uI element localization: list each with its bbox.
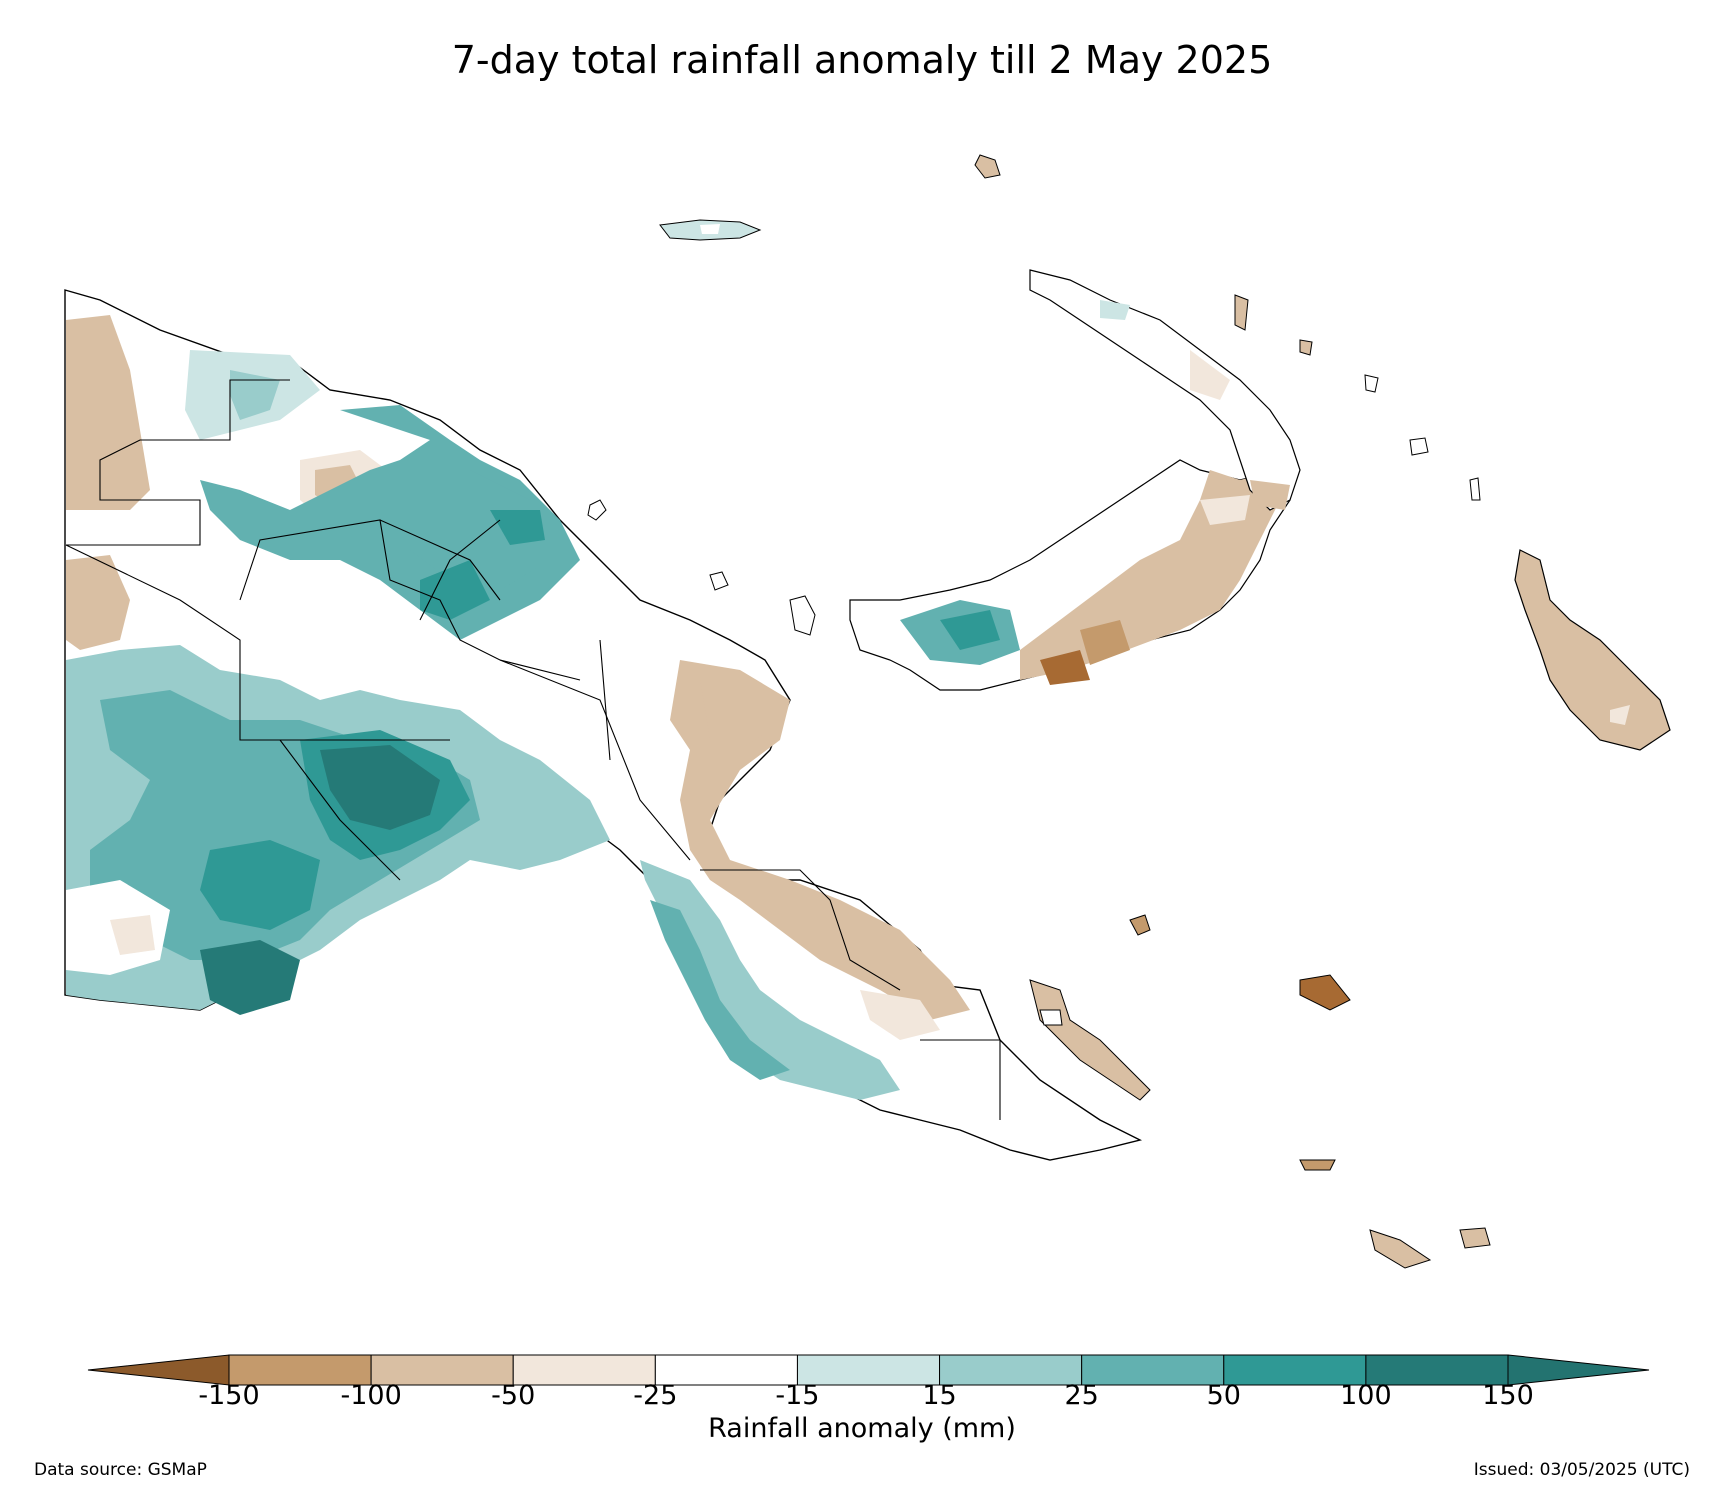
colorbar-extend-high <box>1507 1354 1650 1386</box>
issued-date: Issued: 03/05/2025 (UTC) <box>1473 1460 1690 1480</box>
manus-island <box>659 219 762 241</box>
colorbar <box>87 1354 1650 1386</box>
colorbar-bin <box>1223 1354 1367 1386</box>
new-ireland <box>1029 269 1301 511</box>
map-title: 7-day total rainfall anomaly till 2 May … <box>451 38 1273 82</box>
colorbar-tick-label: 150 <box>1482 1380 1534 1411</box>
small-islands <box>587 154 1491 1269</box>
anomaly-fills-mainland <box>66 315 970 1100</box>
data-source: Data source: GSMaP <box>34 1460 207 1480</box>
colorbar-tick-label: -50 <box>491 1380 536 1411</box>
province-boundaries <box>65 379 1001 1120</box>
colorbar-tick-label: -25 <box>633 1380 678 1411</box>
colorbar-bin <box>796 1354 941 1386</box>
colorbar-tick-label: -100 <box>340 1380 402 1411</box>
colorbar-bin <box>1365 1354 1509 1386</box>
bougainville <box>1514 549 1671 751</box>
colorbar-label: Rainfall anomaly (mm) <box>708 1413 1016 1444</box>
colorbar-bin <box>939 1354 1083 1386</box>
colorbar-tick-label: -150 <box>198 1380 260 1411</box>
colorbar-bin <box>228 1354 372 1386</box>
colorbar-tick-label: 25 <box>1064 1380 1099 1411</box>
colorbar-tick-label: 50 <box>1206 1380 1241 1411</box>
colorbar-tick-label: 100 <box>1340 1380 1392 1411</box>
new-britain <box>849 459 1291 691</box>
colorbar-tick-label: 15 <box>922 1380 957 1411</box>
colorbar-tick-label: -15 <box>775 1380 820 1411</box>
colorbar-bin <box>654 1354 798 1386</box>
colorbar-bin <box>1081 1354 1225 1386</box>
